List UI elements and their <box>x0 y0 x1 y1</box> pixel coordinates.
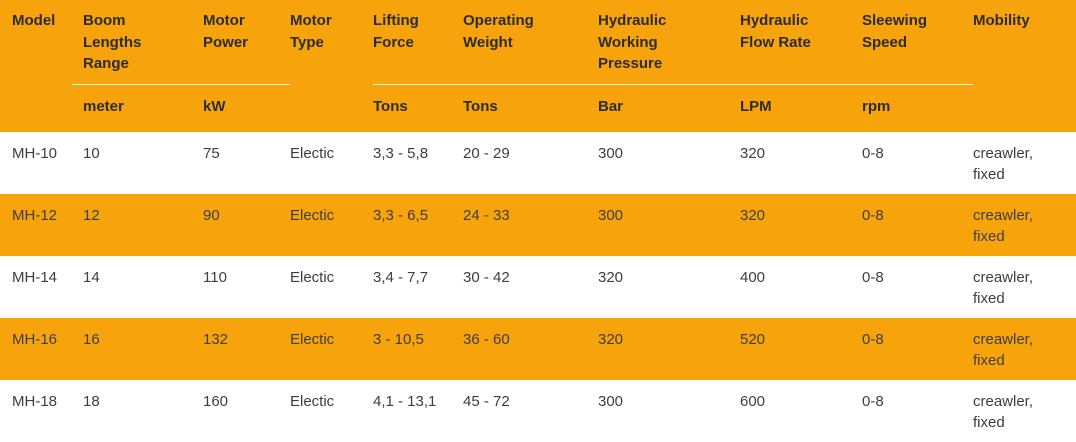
column-header-model: Model <box>0 0 72 84</box>
cell-model: MH-16 <box>0 318 72 380</box>
table-row-mh-14: MH-14 14 110 Electic 3,4 - 7,7 30 - 42 3… <box>0 256 1076 318</box>
table-body: MH-10 10 75 Electic 3,3 - 5,8 20 - 29 30… <box>0 132 1076 442</box>
column-unit-meter: meter <box>72 84 203 132</box>
cell-motor-power: 90 <box>203 194 290 256</box>
cell-operating-weight: 36 - 60 <box>463 318 598 380</box>
cell-motor-power: 110 <box>203 269 227 286</box>
cell-mobility: creawler, fixed <box>973 393 1034 431</box>
cell-operating-weight: 20 - 29 <box>463 145 510 162</box>
cell-boom-length: 12 <box>72 194 203 256</box>
cell-motor-type: Electic <box>290 194 373 256</box>
cell-operating-weight: 45 - 72 <box>463 393 510 410</box>
column-unit-bar: Bar <box>598 84 740 132</box>
cell-model: MH-14 <box>12 269 58 286</box>
cell-sleewing-speed: 0-8 <box>862 269 884 286</box>
cell-sleewing-speed: 0-8 <box>862 194 973 256</box>
cell-boom-length: 14 <box>83 269 100 286</box>
cell-lifting-force: 3,3 - 5,8 <box>373 145 429 162</box>
table-row-mh-18: MH-18 18 160 Electic 4,1 - 13,1 45 - 72 … <box>0 380 1076 442</box>
cell-mobility: creawler, fixed <box>973 194 1076 256</box>
cell-sleewing-speed: 0-8 <box>862 145 884 162</box>
column-header-boom-lengths-range: Boom Lengths Range <box>72 0 203 84</box>
column-header-hydraulic-working-pressure: Hydraulic Working Pressure <box>598 0 740 84</box>
table-header: Model Boom Lengths Range Motor Power Mot… <box>0 0 1076 132</box>
cell-boom-length: 18 <box>83 393 100 410</box>
cell-mobility: creawler, fixed <box>973 318 1076 380</box>
column-unit-mobility <box>973 84 1076 132</box>
cell-motor-type: Electic <box>290 145 335 162</box>
cell-lifting-force: 4,1 - 13,1 <box>373 393 437 410</box>
cell-boom-length: 10 <box>83 145 100 162</box>
cell-flow-rate: 520 <box>740 318 862 380</box>
header-title-row: Model Boom Lengths Range Motor Power Mot… <box>0 0 1076 84</box>
cell-working-pressure: 320 <box>598 269 624 286</box>
column-header-sleewing-speed: Sleewing Speed <box>862 0 973 84</box>
cell-lifting-force: 3 - 10,5 <box>373 318 463 380</box>
cell-model: MH-12 <box>0 194 72 256</box>
cell-motor-type: Electic <box>290 269 335 286</box>
column-unit-kw: kW <box>203 84 290 132</box>
table-row-mh-12: MH-12 12 90 Electic 3,3 - 6,5 24 - 33 30… <box>0 194 1076 256</box>
column-unit-rpm: rpm <box>862 84 973 132</box>
table-row-mh-10: MH-10 10 75 Electic 3,3 - 5,8 20 - 29 30… <box>0 132 1076 194</box>
cell-working-pressure: 300 <box>598 145 624 162</box>
column-unit-operating-tons: Tons <box>463 84 598 132</box>
cell-boom-length: 16 <box>72 318 203 380</box>
column-unit-model <box>0 84 72 132</box>
cell-working-pressure: 320 <box>598 318 740 380</box>
cell-motor-type: Electic <box>290 393 335 410</box>
column-header-operating-weight: Operating Weight <box>463 0 598 84</box>
column-header-motor-power: Motor Power <box>203 0 290 84</box>
column-header-lifting-force: Lifting Force <box>373 0 463 84</box>
cell-lifting-force: 3,3 - 6,5 <box>373 194 463 256</box>
table-row-mh-16: MH-16 16 132 Electic 3 - 10,5 36 - 60 32… <box>0 318 1076 380</box>
cell-motor-power: 75 <box>203 145 220 162</box>
cell-motor-power: 132 <box>203 318 290 380</box>
column-header-motor-type: Motor Type <box>290 0 373 84</box>
cell-motor-power: 160 <box>203 393 229 410</box>
cell-operating-weight: 30 - 42 <box>463 269 510 286</box>
cell-flow-rate: 600 <box>740 393 766 410</box>
cell-mobility: creawler, fixed <box>973 145 1034 183</box>
cell-model: MH-18 <box>12 393 58 410</box>
cell-mobility: creawler, fixed <box>973 269 1034 307</box>
cell-flow-rate: 400 <box>740 269 766 286</box>
cell-sleewing-speed: 0-8 <box>862 393 884 410</box>
cell-model: MH-10 <box>12 145 58 162</box>
column-header-mobility: Mobility <box>973 0 1076 84</box>
cell-motor-type: Electic <box>290 318 373 380</box>
column-unit-lpm: LPM <box>740 84 862 132</box>
cell-working-pressure: 300 <box>598 393 624 410</box>
cell-flow-rate: 320 <box>740 145 766 162</box>
column-unit-motor-type <box>290 84 373 132</box>
cell-flow-rate: 320 <box>740 194 862 256</box>
column-header-hydraulic-flow-rate: Hydraulic Flow Rate <box>740 0 862 84</box>
cell-sleewing-speed: 0-8 <box>862 318 973 380</box>
cell-operating-weight: 24 - 33 <box>463 194 598 256</box>
column-unit-lifting-tons: Tons <box>373 84 463 132</box>
cell-lifting-force: 3,4 - 7,7 <box>373 269 429 286</box>
cell-working-pressure: 300 <box>598 194 740 256</box>
header-units-row: meter kW Tons Tons Bar LPM rpm <box>0 84 1076 132</box>
